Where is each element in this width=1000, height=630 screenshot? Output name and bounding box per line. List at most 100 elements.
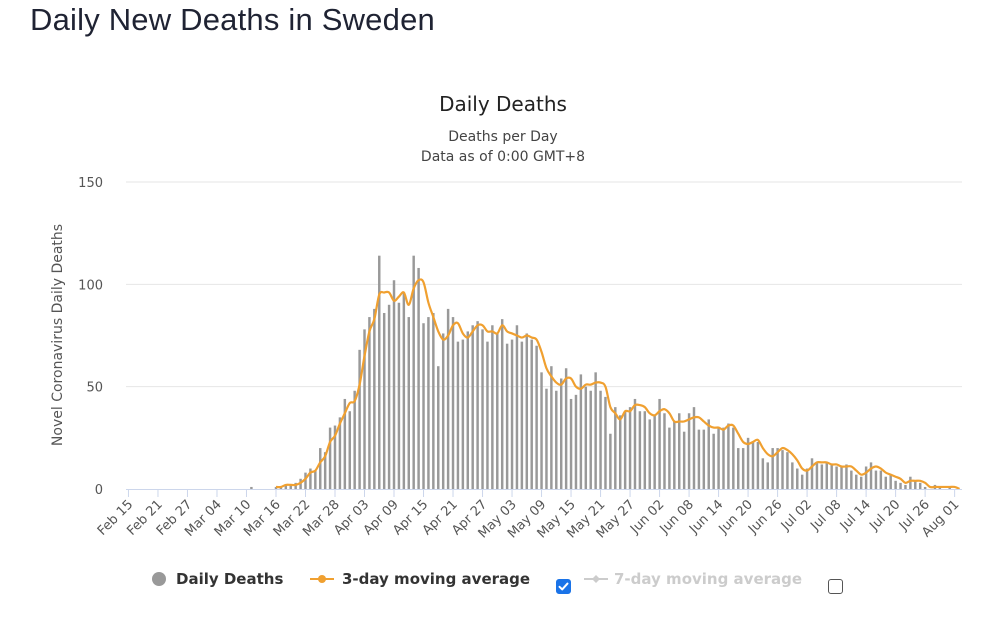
bar [427, 317, 430, 489]
bar [407, 317, 410, 489]
bar [353, 390, 356, 489]
moving-average-line [275, 278, 960, 491]
bar [520, 341, 524, 489]
bar [909, 476, 912, 489]
bar [727, 423, 730, 489]
bar [658, 398, 661, 489]
bar [830, 464, 833, 489]
bar [904, 484, 907, 489]
three-day-average-line [275, 278, 960, 491]
bar [673, 421, 676, 489]
bar [746, 437, 750, 489]
bar [574, 394, 578, 489]
chart-subtitle-line-1: Deaths per Day [448, 129, 557, 145]
bar [579, 374, 583, 489]
bar [889, 474, 892, 489]
bar [338, 417, 342, 489]
y-axis-ticks: 0 50 100 150 [78, 176, 103, 498]
legend-item-7-day-average[interactable]: 7-day moving average [584, 570, 802, 588]
bar [702, 429, 706, 489]
y-tick-label: 150 [78, 176, 103, 191]
bar [481, 329, 484, 489]
bar [864, 466, 868, 489]
bar [496, 333, 499, 489]
y-axis-title: Novel Coronavirus Daily Deaths [50, 224, 66, 446]
daily-deaths-bars [250, 255, 951, 489]
bar [505, 343, 509, 489]
bar [914, 480, 917, 489]
bar [633, 398, 637, 489]
bar [284, 484, 288, 489]
legend-circle-icon [152, 572, 166, 586]
bar [820, 464, 824, 489]
bar [545, 388, 548, 489]
bar [722, 427, 725, 489]
bar [309, 468, 312, 489]
bar [840, 466, 843, 489]
bar [678, 413, 681, 489]
bar [599, 390, 602, 489]
bar [535, 345, 538, 489]
bar [663, 413, 666, 489]
bar [732, 427, 735, 489]
bar [899, 482, 902, 489]
bar [564, 368, 568, 489]
bar [604, 396, 607, 489]
bar [437, 366, 440, 489]
bar [343, 398, 347, 489]
bar [486, 341, 489, 489]
bar [737, 448, 740, 489]
bar [589, 390, 592, 489]
bar [894, 480, 897, 489]
bar [476, 321, 479, 489]
7-day-average-checkbox[interactable] [828, 579, 843, 594]
bar [451, 317, 455, 489]
bar [323, 452, 327, 489]
bar [471, 325, 474, 489]
bar [382, 312, 386, 489]
bar [500, 319, 504, 489]
legend-item-3-day-average[interactable]: 3-day moving average [310, 570, 530, 588]
bar [810, 458, 814, 489]
daily-deaths-chart: Daily Deaths Deaths per Day Data as of 0… [50, 92, 962, 541]
bar [845, 464, 848, 489]
bar [392, 280, 396, 489]
bar [815, 462, 819, 489]
x-tick-label: Jul 14 [837, 497, 874, 534]
bar [771, 448, 774, 489]
chart-subtitle-line-2: Data as of 0:00 GMT+8 [421, 149, 585, 165]
bar [387, 304, 391, 489]
bar [397, 302, 401, 489]
bar [515, 325, 519, 489]
x-tick-label: Jul 08 [807, 497, 844, 534]
bar [466, 331, 470, 489]
bar [422, 323, 425, 489]
x-tick-label: Jul 20 [866, 497, 903, 534]
bar [402, 292, 406, 489]
legend-label-daily-deaths: Daily Deaths [176, 570, 284, 588]
bar [884, 476, 888, 489]
bar [638, 411, 642, 489]
bar [850, 470, 853, 489]
bar [717, 427, 720, 489]
bar [314, 470, 317, 489]
bar [530, 339, 533, 489]
bar [584, 386, 588, 489]
bar [555, 390, 558, 489]
grid-lines [126, 181, 962, 388]
bar [923, 486, 927, 489]
bar [692, 407, 696, 489]
bar [491, 325, 494, 489]
bar [412, 255, 415, 489]
bar [540, 372, 543, 489]
legend-label-7-day-average: 7-day moving average [614, 570, 803, 588]
legend-line-marker-icon [584, 575, 608, 583]
bar [825, 462, 828, 489]
bar [304, 472, 307, 489]
3-day-average-checkbox[interactable] [556, 579, 571, 594]
bar [859, 476, 863, 489]
legend-item-daily-deaths[interactable]: Daily Deaths [152, 570, 283, 588]
bar [761, 458, 765, 489]
bar [874, 470, 878, 489]
